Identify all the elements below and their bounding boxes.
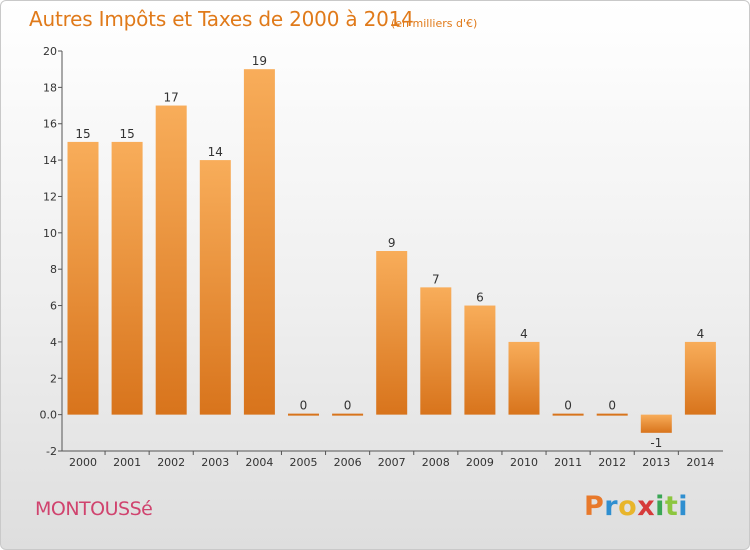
y-tick-label: 4 [50,336,57,349]
x-tick-label: 2010 [510,456,538,469]
data-label: 0 [608,399,616,413]
bar[interactable] [552,413,584,416]
y-tick-label: 16 [43,118,57,131]
data-label: 6 [476,291,484,305]
data-label: 14 [208,145,223,159]
data-label: 4 [520,327,528,341]
data-label: 15 [119,127,134,141]
x-tick-label: 2000 [69,456,97,469]
data-label: 0 [564,399,572,413]
bar[interactable] [111,141,143,415]
bar[interactable] [155,105,187,415]
x-tick-label: 2008 [422,456,450,469]
data-label: -1 [650,436,662,450]
y-tick-label: 10 [43,227,57,240]
data-label: 7 [432,272,440,286]
data-label: 0 [344,399,352,413]
commune-name: MONTOUSSé [35,498,153,520]
x-tick-label: 2007 [378,456,406,469]
logo-letter: i [678,491,689,522]
y-tick-label: 6 [50,300,57,313]
y-tick-label: 2 [50,372,57,385]
bar[interactable] [376,251,408,415]
chart-labels: 15 15 17 14 19 0 0 9 7 6 4 0 0 -1 4 [75,54,704,450]
chart-bars [67,69,716,433]
bar[interactable] [684,341,716,415]
x-tick-label: 2005 [290,456,318,469]
data-label: 0 [300,399,308,413]
logo-letter: i [655,491,665,522]
x-tick-label: 2001 [113,456,141,469]
bar[interactable] [67,141,99,415]
y-tick-label: 18 [43,81,57,94]
logo-letter: P [584,491,605,522]
data-label: 15 [75,127,90,141]
x-tick-label: 2004 [245,456,273,469]
x-tick-label: 2014 [686,456,714,469]
y-tick-label: 14 [43,154,57,167]
y-tick-label: -2 [46,445,57,458]
x-tick-label: 2012 [598,456,626,469]
x-tick-label: 2009 [466,456,494,469]
y-tick-label: 0.0 [40,409,58,422]
logo-letter: o [618,491,638,522]
proxiti-logo[interactable]: Proxiti [584,491,688,522]
chart-title: Autres Impôts et Taxes de 2000 à 2014 [29,7,414,31]
bar[interactable] [332,413,364,416]
bar[interactable] [420,287,452,415]
x-tick-label: 2006 [334,456,362,469]
x-tick-label: 2011 [554,456,582,469]
y-tick-label: 12 [43,190,57,203]
data-label: 9 [388,236,396,250]
data-label: 17 [164,91,179,105]
x-tick-label: 2013 [642,456,670,469]
chart-subtitle: (en milliers d'€) [391,17,478,30]
logo-letter: r [604,491,619,522]
chart-axes: -2 0.0 2 4 6 8 10 12 14 16 18 20 2000 2001 2002 2003 200… [40,45,723,469]
y-tick-label: 8 [50,263,57,276]
data-label: 19 [252,54,267,68]
bar[interactable] [243,69,275,415]
logo-letter: x [637,491,656,522]
bar[interactable] [199,160,231,415]
x-tick-label: 2002 [157,456,185,469]
bar[interactable] [464,305,496,415]
bar[interactable] [640,414,672,433]
logo-letter: t [664,491,679,522]
bar[interactable] [596,413,628,416]
y-tick-label: 20 [43,45,57,58]
bar[interactable] [288,413,319,416]
x-tick-label: 2003 [201,456,229,469]
data-label: 4 [697,327,705,341]
bar[interactable] [508,341,540,415]
